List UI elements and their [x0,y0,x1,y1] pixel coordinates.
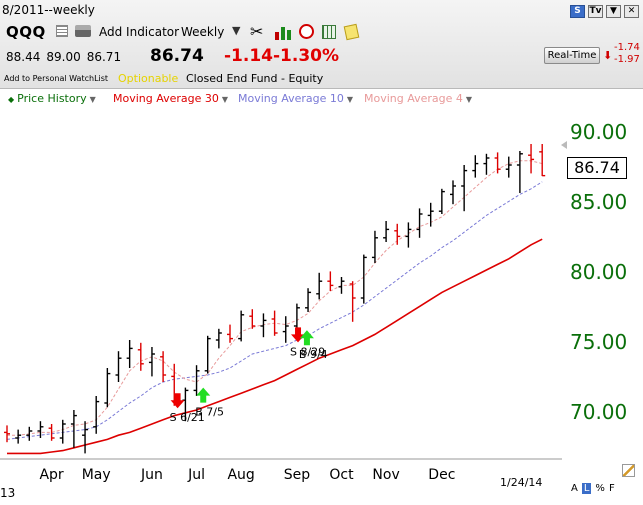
tools-icon[interactable]: ✂ [250,22,264,41]
bar-chart-icon-bar [275,32,279,40]
buy-arrow-icon [196,387,211,403]
interval-select[interactable]: Weekly [181,25,225,39]
buy-signal-label: B 7/5 [195,406,224,419]
legend-price-history[interactable]: ◆ Price History ▼ [8,92,96,105]
note-icon[interactable] [343,23,360,41]
quote-change-pct: -1.30% [273,46,340,66]
indicator-legend: ◆ Price History ▼ Moving Average 30 ▼ Movin… [0,89,643,109]
chart-header: 8/2011--weekly S Tv ▼ ✕ QQQ Add Indicato… [0,0,643,89]
x-tick-label: Apr [39,467,63,483]
quote-low: 86.71 [86,50,122,64]
share-icon[interactable]: S [570,5,585,18]
alarm-clock-icon[interactable] [299,24,314,39]
add-indicator-button[interactable]: Add Indicator [99,25,180,39]
buy-arrow-icon [299,330,314,346]
realtime-change-pct: -1.97 [614,54,640,65]
down-arrow-icon: ⬇ [603,49,613,62]
optionable-badge: Optionable [118,72,179,85]
grid-icon[interactable] [56,25,68,37]
legend-ma10[interactable]: Moving Average 10 ▼ [238,92,354,105]
quote-open: 88.44 [6,50,41,64]
bar-chart-icon[interactable] [275,26,292,40]
ma-line-4 [7,160,543,436]
quote-last: 86.74 [150,46,204,66]
close-icon[interactable]: ✕ [624,5,639,18]
sell-arrow-icon [291,327,306,343]
price-chart[interactable]: 70.00 75.00 80.00 85.00 90.00 Apr May Jun Jul Aug… [0,109,643,505]
chevron-down-icon[interactable]: ▼ [89,95,96,104]
scale-log[interactable]: L [581,483,592,494]
chart-left-label: 13 [0,486,16,500]
y-tick-label: 75.00 [570,330,627,354]
x-tick-label: Oct [329,467,354,483]
x-tick-label: May [82,467,111,483]
ma-line-30 [7,238,543,455]
realtime-button[interactable]: Real-Time [544,47,600,64]
printer-icon[interactable] [75,25,91,37]
chart-period-title: 8/2011--weekly [2,3,95,17]
x-tick-label: Jun [140,467,163,483]
scale-options: A L % F [571,483,615,494]
y-tick-label: 90.00 [570,120,627,144]
scale-fixed[interactable]: F [608,483,615,494]
y-tick-label: 70.00 [570,400,627,424]
table-icon[interactable] [322,25,336,39]
bar-chart-icon-bar [281,27,285,40]
chevron-down-icon[interactable]: ▼ [346,95,354,104]
quote-high: 89.00 [46,50,81,64]
x-tick-label: Aug [227,467,254,483]
legend-ma30[interactable]: Moving Average 30 ▼ [113,92,229,105]
pencil-icon[interactable] [622,464,635,477]
x-tick-label: Jul [187,467,205,483]
sell-arrow-icon [170,393,185,409]
add-watchlist-link[interactable]: Add to Personal WatchList [4,74,109,83]
y-tick-label: 80.00 [570,260,627,284]
x-tick-label: Nov [372,467,399,483]
price-chart-svg: 70.00 75.00 80.00 85.00 90.00 Apr May Jun Jul Aug… [0,120,627,483]
fund-type: Closed End Fund - Equity [186,72,324,85]
bar-chart-icon-bar [287,30,291,40]
expand-triangle-icon: ◆ [8,95,15,104]
x-tick-label: Dec [428,467,455,483]
ticker-symbol[interactable]: QQQ [6,23,46,41]
dropdown-icon[interactable]: ▼ [606,5,621,18]
sell-signal-label: S 8/29 [290,345,325,358]
buy-signal-label: B 9/4 [299,348,328,361]
scale-auto[interactable]: A [571,483,578,494]
legend-ma4[interactable]: Moving Average 4 ▼ [364,92,473,105]
realtime-change: -1.74 -1.97 [614,42,640,66]
realtime-change-value: -1.74 [614,42,640,53]
chevron-down-icon[interactable]: ▼ [232,24,241,37]
chevron-down-icon[interactable]: ▼ [465,95,473,104]
scale-percent[interactable]: % [595,483,605,494]
quote-ohl: 88.44 89.00 86.71 [6,50,127,64]
scale-marker [561,141,567,149]
y-tick-label: 85.00 [570,190,627,214]
x-tick-label: Sep [284,467,311,483]
last-price-box: 86.74 [567,157,627,179]
window-controls: S Tv ▼ ✕ [570,5,639,18]
quote-change: -1.14 [224,46,273,66]
chevron-down-icon[interactable]: ▼ [221,95,229,104]
sell-signal-label: S 6/21 [170,411,205,424]
tv-icon[interactable]: Tv [588,5,603,18]
chart-date: 1/24/14 [500,476,543,489]
